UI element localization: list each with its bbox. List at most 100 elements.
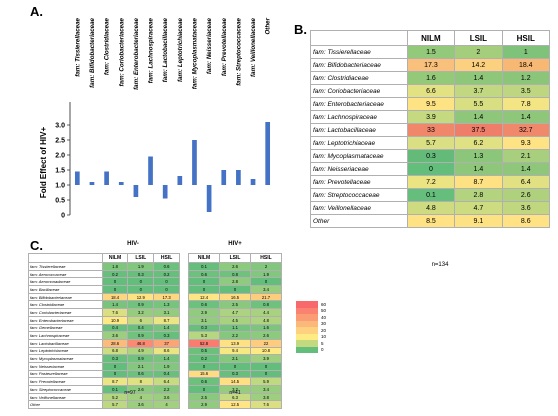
bar-8 [177, 176, 183, 185]
table-row: 0.6 14.5 5.9 [187, 377, 283, 386]
heatmap-cell: 0.8 [249, 300, 283, 310]
heatmap-cell: 1.3 [153, 300, 180, 310]
heatmap-cell: 3.6 [501, 201, 551, 215]
heatmap-cell: 0 [219, 285, 251, 294]
heatmap-cell: 5.7 [406, 136, 456, 150]
relative-abundance-table-b: NILM LSIL HSIL fam: Tissierellaceae 1.5 2 1… [310, 30, 551, 228]
heatmap-cell: 6.4 [501, 175, 551, 189]
row-label: fam: Neisseriaceae [28, 361, 103, 371]
heatmap-cell: 0 [219, 361, 251, 371]
table-row: fam: Gemellaceae 0.4 0.4 1.4 [28, 323, 180, 333]
legend-entry: 40 [296, 314, 342, 321]
table-row: fam: Bacillaceae 0 0 0 [28, 285, 180, 294]
heatmap-cell: 3.5 [501, 84, 551, 98]
heatmap-cell: 1 [501, 45, 551, 59]
table-row: fam: Lachnospiraceae 3.6 0.9 0.3 [28, 331, 180, 340]
row-label: fam: Lactobacillaceae [310, 123, 408, 137]
y-tick-label: 3.0 [55, 123, 65, 130]
heatmap-cell: 0.3 [101, 354, 129, 363]
table-row: fam: Enterobacteriaceae 10.9 6 8.7 [28, 315, 180, 325]
table-row: 0 0 3.4 [187, 285, 283, 294]
heatmap-cell: 0 [101, 277, 129, 287]
heatmap-cell: 0.3 [153, 331, 180, 340]
heatmap-cell: 2.1 [501, 149, 551, 163]
x-category-label: fam: Prevotellaceae [221, 17, 228, 76]
table-c-hiv-negative: NILM LSIL HSIL fam: Tissierellaceae 1.8 1.… [28, 253, 180, 410]
heatmap-cell: 3.6 [101, 331, 129, 340]
heatmap-cell: 2.6 [249, 331, 283, 340]
legend-label: 40 [321, 314, 327, 320]
table-c2-header-nilm: NILM [187, 253, 221, 263]
legend-entry: 60 [296, 301, 342, 308]
bar-13 [250, 179, 256, 185]
heatmap-cell: 1.4 [501, 162, 551, 176]
heatmap-cell: 21.7 [249, 292, 283, 302]
heatmap-cell: 0.6 [153, 262, 180, 271]
table-row: fam: Coriobacteriaceae 6.6 3.7 3.5 [310, 84, 551, 98]
table-row: 0 2.8 0 [187, 277, 283, 287]
x-category-label: Other [265, 17, 272, 34]
panel-b-label: B. [294, 22, 307, 37]
heatmap-cell: 7.6 [249, 400, 283, 410]
table-row: fam: Prevotellaceae 8.7 8 6.4 [28, 377, 180, 386]
x-category-label: fam: Enterobacteriaceae [133, 17, 140, 89]
table-row: fam: Neisseriaceae 0 2.1 1.9 [28, 361, 180, 371]
legend-entry: 30 [296, 320, 342, 327]
heatmap-cell: 17.3 [153, 292, 180, 302]
heatmap-cell: 2.6 [219, 262, 251, 271]
table-row: fam: Coriobacteriaceae 7.6 3.2 3.1 [28, 308, 180, 317]
table-row: fam: Bifidobacteriaceae 17.3 14.2 18.4 [310, 58, 551, 72]
heatmap-cell: 0.3 [187, 323, 221, 333]
heatmap-cell: 22 [249, 338, 283, 348]
x-category-label: fam: Tissierellaceae [74, 17, 81, 76]
table-row: 2.5 6.3 3.8 [187, 392, 283, 402]
heatmap-cell: 2 [454, 45, 503, 59]
bar-11 [221, 170, 227, 185]
heatmap-cell: 14.2 [454, 58, 503, 72]
heatmap-cell: 1.4 [101, 300, 129, 310]
legend-entry: 20 [296, 327, 342, 334]
heatmap-cell: 6.6 [406, 84, 456, 98]
table-row: fam: Clostridiaceae 1.6 1.4 1.2 [310, 71, 551, 85]
heatmap-cell: 5.3 [187, 331, 221, 340]
heatmap-cell: 1.4 [153, 354, 180, 363]
legend-label: 50 [321, 308, 327, 314]
heatmap-cell: 5.7 [101, 400, 129, 410]
heatmap-cell: 0 [101, 285, 129, 294]
heatmap-cell: 1.9 [127, 262, 155, 271]
bar-5 [133, 185, 139, 197]
bar-12 [236, 170, 241, 185]
heatmap-cell: 3.9 [406, 110, 456, 124]
table-row: 12.4 16.5 21.7 [187, 292, 283, 302]
row-label: fam: Aeromonadaceae [28, 277, 103, 287]
heatmap-cell: 37 [153, 338, 180, 348]
heatmap-cell: 16.5 [219, 292, 251, 302]
legend-swatch [296, 327, 318, 334]
fold-effect-bar-chart: 0 0.5 1.0 1.5 2.0 2.5 3.0 Fold Effect of HIV+ fa… [39, 17, 272, 219]
row-label: fam: Streptococcaceae [310, 188, 408, 202]
heatmap-cell: 1.4 [454, 162, 503, 176]
table-row: fam: Veillonellaceae 4.8 4.7 3.6 [310, 201, 551, 215]
table-c1-corner [28, 253, 103, 263]
x-category-label: fam: Streptococcaceae [235, 17, 242, 85]
row-label: fam: Leptotrichiaceae [310, 136, 408, 150]
table-row: fam: Prevotellaceae 7.2 8.7 6.4 [310, 175, 551, 189]
heatmap-cell: 0 [127, 285, 155, 294]
row-label: fam: Coriobacteriaceae [310, 84, 408, 98]
table-row: 0.5 9.4 10.8 [187, 346, 283, 356]
heatmap-cell: 14.5 [219, 377, 251, 386]
heatmap-cell: 0.2 [101, 269, 129, 279]
heatmap-cell: 2.8 [454, 188, 503, 202]
row-label: fam: Coriobacteriaceae [28, 308, 103, 317]
heatmap-cell: 8.7 [454, 175, 503, 189]
heatmap-cell: 3.2 [127, 308, 155, 317]
heatmap-cell: 8.5 [406, 214, 456, 228]
table-b-header-hsil: HSIL [501, 30, 551, 46]
table-row: fam: Tissierellaceae 1.5 2 1 [310, 45, 551, 59]
row-label: fam: Neisseriaceae [310, 162, 408, 176]
heatmap-cell: 0.8 [219, 269, 251, 279]
legend-entry: 10 [296, 333, 342, 340]
heatmap-cell: 12.9 [127, 292, 155, 302]
table-c1-header-lsil: LSIL [127, 253, 155, 263]
table-c2-header-lsil: LSIL [219, 253, 251, 263]
